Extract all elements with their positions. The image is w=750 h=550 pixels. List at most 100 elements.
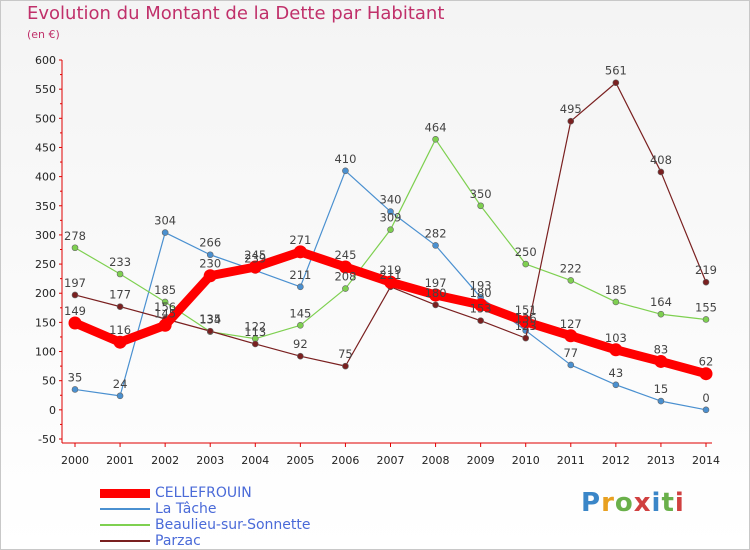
legend-swatch (100, 508, 150, 510)
data-point (567, 361, 575, 369)
data-point (293, 245, 307, 259)
data-label: 233 (109, 255, 131, 269)
data-label: 180 (470, 286, 492, 300)
data-point (203, 269, 217, 283)
data-label: 271 (289, 233, 311, 247)
data-point (477, 202, 484, 210)
data-label: 35 (68, 370, 83, 384)
x-tick-label: 2003 (196, 454, 224, 467)
data-label: 408 (650, 153, 672, 167)
x-tick-label: 2001 (106, 454, 134, 467)
data-label: 464 (425, 120, 447, 134)
data-label: 92 (293, 337, 308, 351)
x-tick-label: 2005 (286, 454, 314, 467)
data-label: 116 (109, 323, 131, 337)
x-tick-label: 2009 (467, 454, 495, 467)
legend-label: Parzac (155, 533, 201, 549)
data-label: 75 (338, 347, 353, 361)
x-tick-label: 2012 (602, 454, 630, 467)
data-label: 15 (654, 382, 669, 396)
data-label: 230 (199, 257, 221, 271)
data-label: 309 (380, 211, 402, 225)
data-point (206, 251, 214, 259)
data-label: 561 (605, 64, 627, 78)
legend-swatch (100, 524, 150, 526)
data-point (654, 354, 668, 368)
data-label: 282 (425, 226, 447, 240)
legend-label: Beaulieu-sur-Sonnette (155, 517, 311, 533)
axes: -500501001502002503003504004505005506002… (35, 54, 720, 467)
data-point (68, 316, 82, 330)
data-label: 113 (244, 325, 266, 339)
data-label: 0 (702, 391, 709, 405)
x-tick-label: 2002 (151, 454, 179, 467)
data-label: 77 (563, 346, 578, 360)
data-point (387, 208, 394, 215)
data-point (342, 167, 349, 175)
data-label: 219 (695, 263, 717, 277)
chart-title: Evolution du Montant de la Dette par Hab… (27, 3, 445, 24)
data-label: 208 (334, 270, 356, 284)
data-point (71, 386, 79, 393)
data-point (206, 327, 214, 335)
data-label: 145 (289, 306, 311, 320)
y-tick-label: -50 (38, 433, 56, 446)
data-label: 136 (515, 312, 537, 326)
data-point (429, 288, 443, 302)
data-label: 103 (605, 331, 627, 345)
data-point (342, 362, 349, 370)
data-label: 197 (64, 276, 86, 290)
y-tick-label: 450 (35, 141, 56, 154)
data-label: 410 (334, 152, 356, 166)
proxiti-logo: Proxiti (581, 488, 685, 518)
data-point (113, 335, 127, 349)
x-tick-label: 2000 (61, 454, 89, 467)
data-label: 151 (515, 303, 537, 317)
data-point (702, 406, 710, 414)
data-label: 135 (199, 312, 221, 326)
x-tick-label: 2007 (377, 454, 405, 467)
data-point (657, 168, 665, 176)
y-tick-label: 500 (35, 112, 56, 125)
data-point (161, 298, 169, 306)
series-layer (68, 79, 713, 414)
x-tick-label: 2006 (331, 454, 359, 467)
data-label: 149 (64, 304, 86, 318)
data-point (432, 242, 439, 249)
data-point (248, 260, 262, 274)
data-point (612, 79, 620, 87)
data-point (522, 260, 530, 268)
data-label: 197 (425, 276, 447, 290)
data-label: 145 (154, 306, 176, 320)
data-point (116, 270, 124, 278)
data-label: 24 (113, 377, 128, 391)
data-label: 156 (154, 300, 176, 314)
data-label: 83 (654, 342, 669, 356)
data-label: 278 (64, 229, 86, 243)
y-tick-label: 100 (35, 346, 56, 359)
data-point (158, 318, 172, 332)
data-point (564, 329, 578, 343)
data-label: 245 (334, 248, 356, 262)
data-label: 62 (699, 355, 714, 369)
data-label: 222 (560, 261, 582, 275)
x-tick-label: 2010 (512, 454, 540, 467)
data-point (161, 229, 169, 236)
data-point (609, 343, 623, 357)
data-label: 211 (289, 268, 311, 282)
data-label: 123 (515, 319, 537, 333)
data-label: 495 (560, 102, 582, 116)
data-label: 155 (695, 300, 717, 314)
data-point (657, 310, 665, 318)
data-point (71, 291, 79, 299)
legend-swatch (100, 540, 150, 542)
x-tick-label: 2011 (557, 454, 585, 467)
data-point (384, 275, 397, 289)
y-tick-label: 50 (42, 375, 56, 388)
data-label: 304 (154, 214, 176, 228)
data-label: 164 (650, 295, 672, 309)
y-tick-label: 250 (35, 258, 56, 271)
legend-label: CELLEFROUIN (155, 485, 252, 501)
data-point (251, 340, 259, 348)
data-point (71, 244, 79, 252)
